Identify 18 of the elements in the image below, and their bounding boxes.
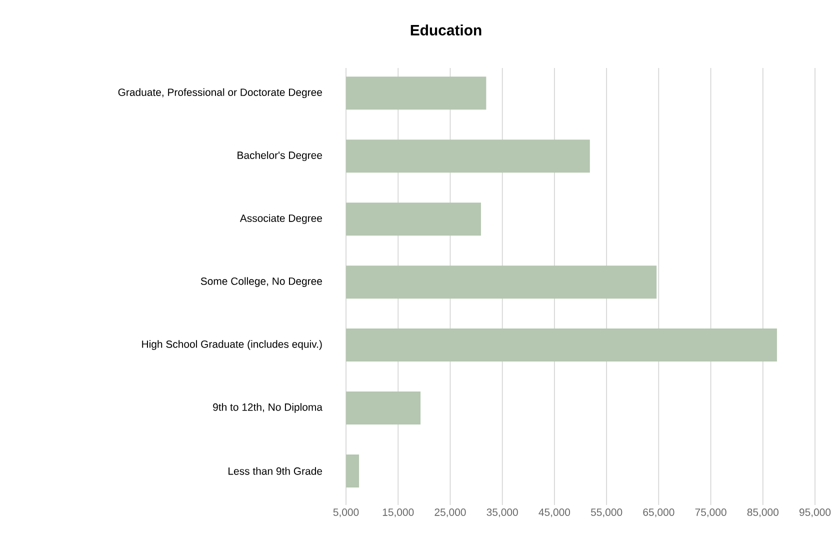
x-tick-label: 65,000 — [643, 508, 674, 518]
x-tick-label: 15,000 — [382, 508, 414, 518]
x-tick-label: 45,000 — [538, 508, 570, 518]
x-tick-label: 85,000 — [747, 508, 778, 518]
x-tick-label: 5,000 — [333, 508, 359, 518]
y-tick-label: Less than 9th Grade — [228, 467, 322, 475]
x-tick-label: 55,000 — [590, 508, 622, 518]
x-tick-label: 25,000 — [434, 508, 466, 518]
x-tick-label: 35,000 — [486, 508, 518, 518]
y-tick-label: 9th to 12th, No Diploma — [213, 403, 322, 413]
y-tick-label: High School Graduate (includes equiv.) — [142, 340, 322, 350]
y-tick-label: Graduate, Professional or Doctorate Degree — [118, 88, 322, 98]
y-tick-label: Associate Degree — [240, 214, 322, 224]
chart-title: Education — [410, 24, 482, 36]
y-tick-label: Bachelor's Degree — [238, 151, 322, 162]
y-tick-label: Some College, No Degree — [200, 277, 322, 287]
x-tick-label: 95,000 — [799, 508, 831, 518]
x-tick-label: 75,000 — [695, 508, 726, 518]
